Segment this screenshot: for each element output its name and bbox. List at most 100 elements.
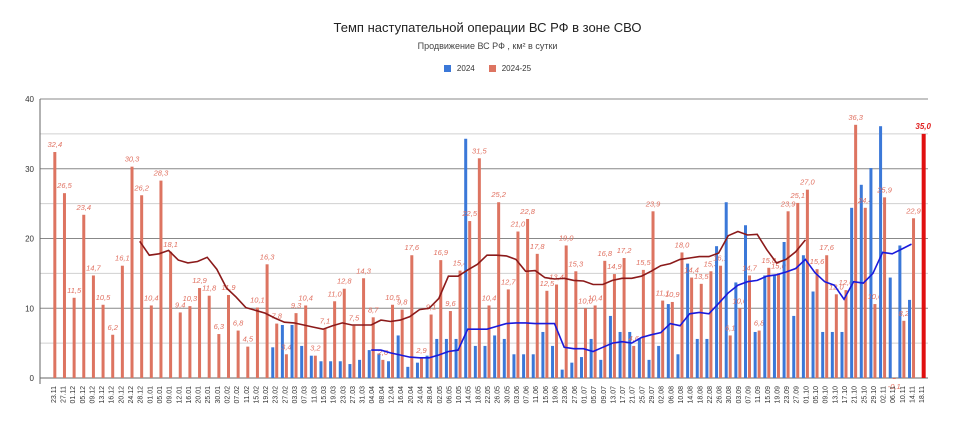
data-label-2024-25: 10,9 [665,290,680,299]
bar-2024 [772,275,776,378]
x-tick-label: 02.02 [224,386,231,404]
data-label-2024-25: 17,8 [530,242,545,251]
bar-2024-25 [535,253,539,378]
x-tick-label: 01.01 [147,386,154,404]
bar-2024 [782,241,786,378]
bar-2024 [599,359,603,378]
data-label-2024-25: 3,4 [281,342,291,351]
bar-2024 [705,338,709,378]
data-label-2024-25: 2,6 [377,348,389,357]
bar-2024 [908,299,912,378]
x-tick-label: 07.03 [302,386,309,404]
bar-2024 [473,345,477,378]
y-tick-label: 20 [25,235,34,244]
bar-2024-25 [448,311,452,378]
x-tick-label: 16.04 [398,386,405,404]
x-tick-label: 27.11 [60,386,67,403]
bar-2024-25 [728,335,732,378]
legend-item-2024[interactable]: 2024 [443,64,475,73]
bar-2024-25 [748,275,752,378]
bar-2024-25 [159,180,163,378]
data-label-2024-25: 16,8 [597,249,612,258]
x-tick-label: 31.03 [360,386,367,404]
data-label-2024-25: 12,0 [829,282,844,291]
x-tick-label: 05.10 [813,386,820,404]
legend-swatch-2024-25 [488,65,496,72]
bar-2024-25 [265,264,269,378]
x-tick-label: 03.09 [736,386,743,404]
x-tick-label: 02.05 [437,386,444,404]
bar-2024-25 [892,378,896,379]
x-tick-label: 06.05 [446,386,453,404]
bar-2024-25 [487,305,491,378]
bar-2024 [522,354,526,378]
y-tick-label: 0 [30,374,35,383]
bar-2024-25 [506,289,510,378]
bar-2024-25 [352,325,356,378]
legend-label-2024: 2024 [456,64,475,73]
y-tick-label: 10 [25,304,34,313]
x-tick-label: 23.02 [273,386,280,404]
data-label-2024-25: 10,5 [385,293,400,302]
x-tick-label: 19.03 [331,386,338,404]
x-tick-label: 12.04 [389,386,396,404]
x-tick-label: 30.05 [504,386,511,404]
bar-2024-25 [516,231,520,378]
data-label-2024-25: 32,4 [48,140,63,149]
bar-2024 [415,362,419,378]
y-tick-label: 40 [25,95,34,104]
bar-2024-25 [226,294,230,378]
bar-2024-25 [661,300,665,378]
data-label-2024-25: 10,6 [868,292,883,301]
x-tick-label: 14.11 [910,386,917,403]
bar-2024 [589,338,593,378]
data-label-2024-25: 23,4 [75,203,91,212]
data-label-2024-25: 8,2 [899,309,910,318]
x-tick-label: 27.09 [794,386,801,404]
data-label-2024-25: 16,9 [433,248,448,257]
bar-2024 [811,291,815,378]
bar-2024 [329,361,333,378]
bar-2024-25 [497,202,501,378]
bar-2024-25 [545,290,549,378]
legend-item-2024-25[interactable]: 2024-25 [488,64,531,73]
data-label-2024-25: 11,1 [656,289,670,298]
x-tick-label: 07.09 [746,386,753,404]
x-tick-label: 28.04 [427,386,434,404]
data-label-2024-25: 12,7 [501,277,516,286]
bar-2024-25 [91,275,95,378]
x-tick-label: 05.07 [591,386,598,404]
x-tick-label: 09.10 [823,386,830,404]
data-label-2024-25: 17,6 [405,243,420,252]
bar-2024-25 [902,320,906,378]
bar-2024 [570,362,574,378]
bar-2024 [840,331,844,378]
bar-2024 [579,357,583,378]
x-tick-label: 10.11 [900,386,907,403]
data-label-2024-25: 10,0 [578,296,593,305]
bar-2024 [290,324,294,378]
bar-2024-25 [419,357,423,378]
data-label-2024-25: 25,1 [789,191,805,200]
data-label-2024-25: 14,4 [684,266,699,275]
chart-subtitle: Продвижение ВС РФ , км² в сутки [417,41,558,51]
data-label-2024-25: 7,1 [320,316,330,325]
data-label-2024-25: 22,5 [461,209,477,218]
x-tick-label: 28.12 [138,386,145,404]
data-label-2024-25: 6,3 [214,322,225,331]
data-label-2024-25: 12,5 [540,279,555,288]
data-label-2024-25: 30,3 [125,155,140,164]
x-tick-label: 19.06 [553,386,560,404]
bar-2024-25 [641,269,645,378]
bar-2024-25 [834,294,838,378]
data-label-2024-25: 17,6 [819,243,834,252]
x-tick-label: 18.08 [697,386,704,404]
bar-2024 [309,355,313,378]
data-label-2024-25: 15,6 [810,257,825,266]
x-tick-label: 17.10 [842,386,849,404]
bar-2024-25 [458,270,462,378]
bar-2024-25 [583,308,587,378]
bar-2024 [271,347,275,378]
x-tick-label: 30.08 [726,386,733,404]
